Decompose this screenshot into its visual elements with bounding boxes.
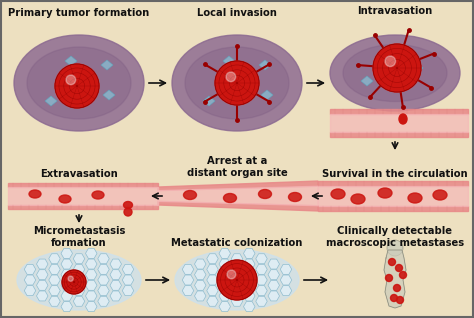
Polygon shape [158, 181, 318, 190]
Ellipse shape [185, 47, 289, 119]
Text: Survival in the circulation: Survival in the circulation [322, 169, 468, 179]
Polygon shape [259, 60, 271, 70]
Polygon shape [223, 56, 235, 66]
Circle shape [62, 270, 86, 294]
Ellipse shape [330, 35, 460, 111]
Polygon shape [8, 205, 158, 209]
Text: Arrest at a
distant organ site: Arrest at a distant organ site [187, 156, 287, 178]
Text: Local invasion: Local invasion [197, 8, 277, 18]
Ellipse shape [351, 194, 365, 204]
Polygon shape [45, 96, 57, 106]
Circle shape [215, 61, 259, 105]
Polygon shape [361, 76, 373, 86]
Circle shape [373, 44, 421, 92]
Ellipse shape [14, 35, 144, 131]
Polygon shape [65, 56, 77, 66]
Text: Extravasation: Extravasation [40, 169, 118, 179]
Ellipse shape [289, 192, 301, 202]
Circle shape [385, 56, 396, 66]
Ellipse shape [172, 35, 302, 131]
Polygon shape [158, 201, 318, 211]
Text: Metastatic colonization: Metastatic colonization [171, 238, 303, 248]
Polygon shape [330, 109, 468, 114]
Ellipse shape [343, 45, 447, 101]
Ellipse shape [29, 190, 41, 198]
Circle shape [217, 260, 257, 300]
Text: Micrometastasis
formation: Micrometastasis formation [33, 225, 125, 248]
Ellipse shape [183, 190, 197, 199]
Polygon shape [8, 183, 158, 187]
Polygon shape [330, 132, 468, 137]
Polygon shape [318, 206, 468, 211]
Ellipse shape [331, 189, 345, 199]
Ellipse shape [224, 193, 237, 203]
Circle shape [396, 296, 403, 303]
Circle shape [66, 75, 76, 85]
Polygon shape [203, 96, 215, 106]
Circle shape [226, 72, 236, 82]
Ellipse shape [258, 190, 272, 198]
Ellipse shape [399, 114, 407, 124]
Ellipse shape [378, 188, 392, 198]
Polygon shape [318, 186, 468, 206]
Circle shape [389, 259, 395, 266]
Polygon shape [8, 187, 158, 205]
Polygon shape [384, 48, 396, 58]
Text: Intravasation: Intravasation [357, 6, 433, 16]
Ellipse shape [175, 250, 299, 310]
Circle shape [55, 64, 99, 108]
Circle shape [391, 294, 398, 301]
Polygon shape [384, 250, 406, 308]
Polygon shape [330, 114, 468, 132]
Circle shape [124, 208, 132, 216]
Ellipse shape [408, 193, 422, 203]
Polygon shape [411, 63, 423, 73]
Circle shape [385, 274, 392, 281]
Polygon shape [318, 181, 468, 186]
Circle shape [68, 276, 73, 281]
Circle shape [227, 270, 236, 279]
Polygon shape [261, 90, 273, 100]
Circle shape [395, 265, 402, 272]
Ellipse shape [27, 47, 131, 119]
Ellipse shape [124, 202, 133, 209]
Text: Clinically detectable
macroscopic metastases: Clinically detectable macroscopic metast… [326, 225, 464, 248]
Ellipse shape [92, 191, 104, 199]
Polygon shape [101, 60, 113, 70]
Ellipse shape [17, 250, 141, 310]
Text: Primary tumor formation: Primary tumor formation [9, 8, 150, 18]
Polygon shape [158, 186, 318, 206]
Circle shape [400, 272, 407, 279]
Ellipse shape [433, 190, 447, 200]
Polygon shape [103, 90, 115, 100]
Circle shape [393, 285, 401, 292]
Ellipse shape [59, 195, 71, 203]
Circle shape [387, 240, 403, 256]
